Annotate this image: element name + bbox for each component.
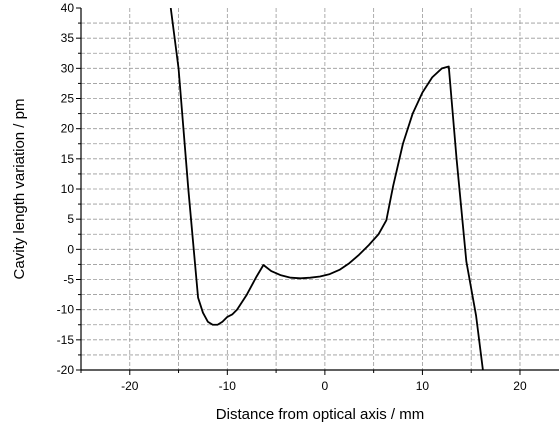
x-tick-label: 10 [416, 379, 430, 393]
y-tick-label: -5 [63, 273, 74, 287]
y-tick-label: 0 [67, 242, 74, 256]
y-tick-label: 10 [61, 182, 75, 196]
y-axis-label: Cavity length variation / pm [11, 99, 28, 280]
grid [81, 8, 559, 370]
axes [76, 7, 559, 375]
x-tick-label: 0 [322, 379, 329, 393]
x-tick-label: -20 [121, 379, 139, 393]
y-tick-label: 40 [61, 1, 75, 15]
y-tick-label: -10 [57, 303, 75, 317]
series-line [169, 8, 484, 370]
y-tick-label: 20 [61, 122, 75, 136]
x-tick-label: 20 [513, 379, 527, 393]
y-tick-label: -15 [57, 333, 75, 347]
y-tick-label: 15 [61, 152, 75, 166]
y-tick-label: 35 [61, 31, 75, 45]
y-tick-label: 30 [61, 61, 75, 75]
plot-area [169, 8, 484, 370]
tick-labels: -20 -15 -10 -5 0 5 10 15 20 25 30 35 40 -20 -10 0 10 20 [57, 1, 527, 393]
y-tick-label: 25 [61, 92, 75, 106]
x-tick-label: -10 [219, 379, 237, 393]
x-axis-label: Distance from optical axis / mm [216, 406, 424, 423]
y-tick-label: -20 [57, 363, 75, 377]
y-tick-label: 5 [67, 212, 74, 226]
